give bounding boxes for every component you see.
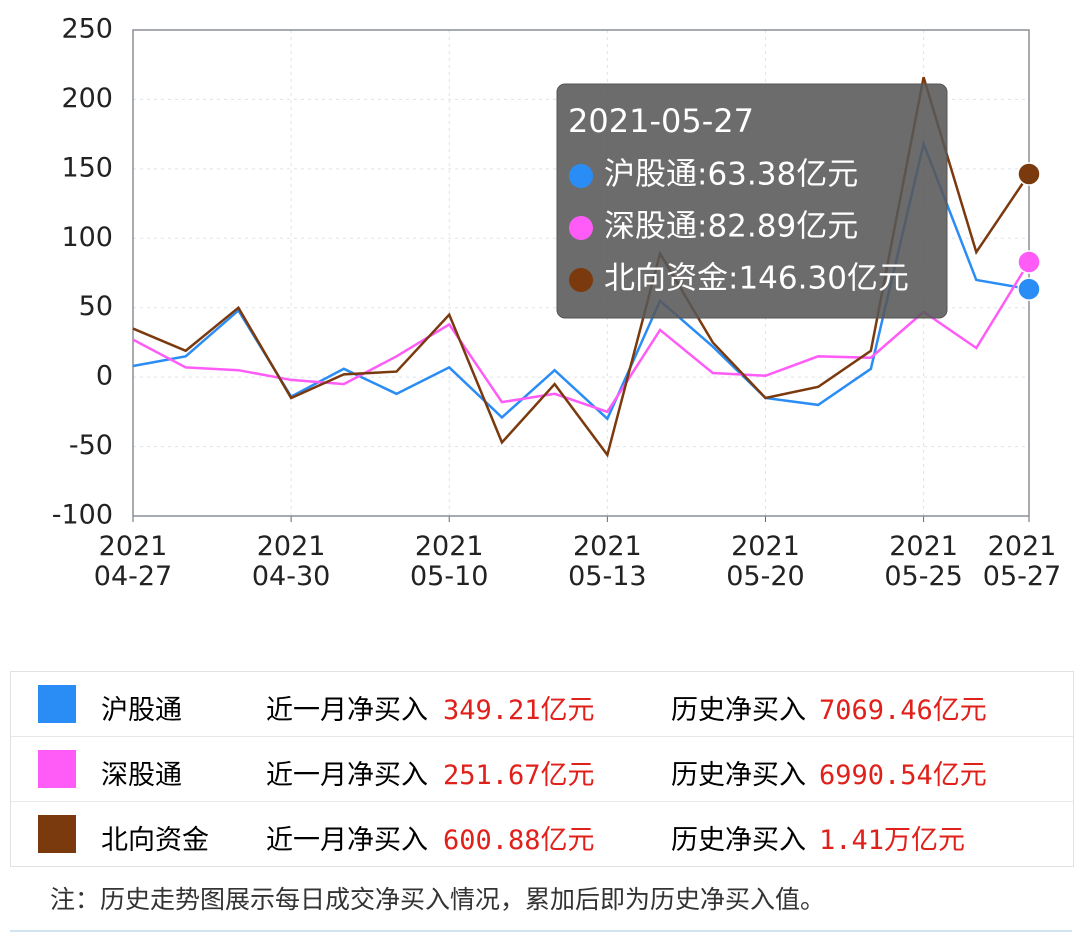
y-tick-label: -100 bbox=[52, 500, 113, 531]
x-tick-label: 2021 05-20 bbox=[726, 531, 805, 592]
month-value: 349.21亿元 bbox=[443, 695, 595, 726]
x-tick-label: 2021 05-25 bbox=[884, 531, 963, 592]
row-name: 深股通 bbox=[101, 760, 182, 791]
y-tick-label: 200 bbox=[61, 83, 113, 114]
y-tick-label: 100 bbox=[61, 222, 113, 253]
hist-value: 7069.46亿元 bbox=[819, 695, 987, 726]
series-line bbox=[132, 261, 1031, 414]
table-row: 北向资金 近一月净买入 600.88亿元 历史净买入 1.41万亿元 bbox=[11, 801, 1073, 866]
y-tick-label: 50 bbox=[79, 291, 113, 322]
hist-value: 1.41万亿元 bbox=[819, 825, 966, 856]
table-row: 沪股通 近一月净买入 349.21亿元 历史净买入 7069.46亿元 bbox=[11, 672, 1073, 736]
y-tick-label: 150 bbox=[61, 152, 113, 183]
x-tick-label: 2021 05-10 bbox=[410, 531, 489, 592]
y-tick-label: 250 bbox=[61, 14, 113, 45]
month-label: 近一月净买入 bbox=[266, 760, 428, 791]
tooltip-title: 2021-05-27 bbox=[568, 102, 754, 140]
row-name: 北向资金 bbox=[101, 825, 209, 856]
row-name: 沪股通 bbox=[101, 695, 182, 726]
legend-swatch bbox=[38, 750, 76, 788]
table-row: 深股通 近一月净买入 251.67亿元 历史净买入 6990.54亿元 bbox=[11, 736, 1073, 801]
tooltip-dot bbox=[569, 164, 593, 188]
y-tick-label: -50 bbox=[69, 430, 113, 461]
highlight-point bbox=[1017, 277, 1041, 301]
month-label: 近一月净买入 bbox=[266, 825, 428, 856]
hist-value: 6990.54亿元 bbox=[819, 760, 987, 791]
divider bbox=[10, 930, 1072, 932]
month-value: 251.67亿元 bbox=[443, 760, 595, 791]
tooltip-item: 深股通:82.89亿元 bbox=[604, 209, 858, 245]
legend-swatch bbox=[38, 685, 76, 723]
hist-label: 历史净买入 bbox=[671, 695, 806, 726]
tooltip-item: 北向资金:146.30亿元 bbox=[604, 261, 909, 297]
tooltip-item: 沪股通:63.38亿元 bbox=[604, 157, 858, 193]
summary-table: 沪股通 近一月净买入 349.21亿元 历史净买入 7069.46亿元 深股通 近一月净买入… bbox=[10, 671, 1074, 867]
tooltip-dot bbox=[569, 268, 593, 292]
month-label: 近一月净买入 bbox=[266, 695, 428, 726]
tooltip: 2021-05-27 沪股通:63.38亿元深股通:82.89亿元北向资金:146… bbox=[556, 83, 948, 319]
x-tick-label: 2021 05-13 bbox=[568, 531, 647, 592]
legend-swatch bbox=[38, 815, 76, 853]
note: 注：历史走势图展示每日成交净买入情况，累加后即为历史净买入值。 bbox=[50, 885, 826, 914]
hist-label: 历史净买入 bbox=[671, 760, 806, 791]
y-tick-label: 0 bbox=[96, 361, 113, 392]
month-value: 600.88亿元 bbox=[443, 825, 595, 856]
x-tick-label: 2021 04-27 bbox=[93, 531, 173, 592]
tooltip-box bbox=[556, 83, 948, 319]
x-tick-label: 2021 04-30 bbox=[251, 531, 331, 592]
chart: -100 -50 0 50 100 150 200 250 2021-05-27 沪股通:63.3… bbox=[52, 14, 1041, 531]
hist-label: 历史净买入 bbox=[671, 825, 806, 856]
tooltip-dot bbox=[569, 216, 593, 240]
highlight-point bbox=[1017, 162, 1041, 186]
x-tick-label: 2021 05-27 bbox=[982, 531, 1062, 592]
highlight-point bbox=[1017, 250, 1041, 274]
